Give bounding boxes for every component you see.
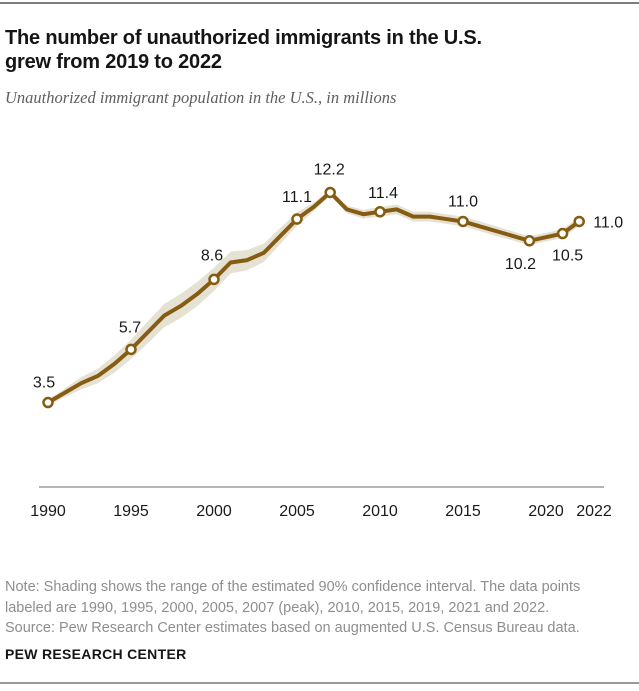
top-divider bbox=[0, 2, 639, 4]
x-tick-2022: 2022 bbox=[576, 503, 612, 520]
x-tick-2020: 2020 bbox=[528, 503, 564, 520]
confidence-band bbox=[48, 189, 580, 406]
data-label-2015: 11.0 bbox=[448, 193, 478, 210]
note-line-2: labeled are 1990, 1995, 2000, 2005, 2007… bbox=[5, 599, 550, 616]
bottom-divider bbox=[0, 682, 639, 684]
data-point-2007 bbox=[324, 186, 336, 199]
data-label-2007: 12.2 bbox=[314, 161, 345, 178]
data-label-1990: 3.5 bbox=[33, 375, 55, 392]
data-label-2022: 11.0 bbox=[593, 214, 623, 231]
x-tick-2015: 2015 bbox=[445, 503, 481, 520]
data-point-2019 bbox=[523, 235, 536, 247]
trend-line bbox=[46, 190, 582, 405]
data-point-2021 bbox=[556, 227, 569, 240]
data-label-2005: 11.1 bbox=[282, 189, 312, 206]
x-tick-2010: 2010 bbox=[362, 503, 398, 520]
data-point-2022 bbox=[573, 215, 585, 228]
x-tick-1990: 1990 bbox=[30, 503, 66, 520]
data-point-2015 bbox=[457, 215, 469, 228]
page-title-line-1: The number of unauthorized immigrants in… bbox=[5, 27, 482, 49]
data-label-2019: 10.2 bbox=[505, 256, 536, 273]
data-label-2021: 10.5 bbox=[552, 248, 583, 265]
x-tick-1995: 1995 bbox=[113, 503, 149, 520]
page-title-line-2: grew from 2019 to 2022 bbox=[5, 51, 222, 73]
note-line-1: Note: Shading shows the range of the est… bbox=[5, 579, 581, 595]
x-tick-2000: 2000 bbox=[196, 503, 232, 520]
chart-header: The number of unauthorized immigrants in… bbox=[5, 26, 625, 74]
data-point-1990 bbox=[42, 396, 54, 409]
data-point-2010 bbox=[374, 206, 386, 218]
line-chart-svg: 1990 1995 2000 2005 2010 2015 2020 2022 3.5 5.7 8.… bbox=[30, 161, 623, 520]
chart-note: Note: Shading shows the range of the est… bbox=[5, 577, 630, 639]
data-point-1995 bbox=[125, 343, 137, 356]
line-chart: 1990 1995 2000 2005 2010 2015 2020 2022 3.5 5.7 8.… bbox=[0, 130, 639, 530]
x-tick-2005: 2005 bbox=[279, 503, 315, 520]
data-point-2000 bbox=[208, 273, 220, 286]
data-label-2000: 8.6 bbox=[201, 247, 223, 264]
data-point-2005 bbox=[291, 213, 303, 225]
data-label-2010: 11.4 bbox=[368, 185, 398, 202]
pew-research-center-wordmark: PEW RESEARCH CENTER bbox=[5, 646, 187, 662]
chart-subtitle: Unauthorized immigrant population in the… bbox=[5, 88, 397, 107]
note-line-3: Source: Pew Research Center estimates ba… bbox=[5, 620, 580, 636]
data-label-1995: 5.7 bbox=[119, 319, 141, 336]
